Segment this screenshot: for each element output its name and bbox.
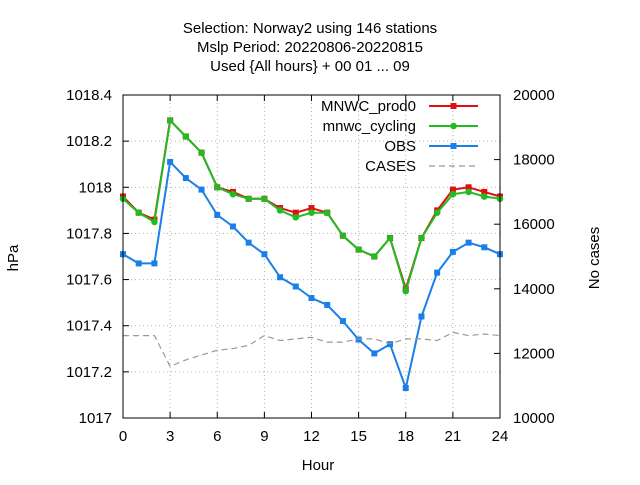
series-obs [120,158,503,392]
data-point [323,209,331,216]
data-point [449,186,456,193]
data-point [292,209,299,216]
x-tick-label: 24 [492,428,509,445]
y2-tick-label: 14000 [513,281,555,298]
data-point [198,149,205,156]
tick-labels: 0 3 6 9 12 15 18 21 24 1017 1017.2 1017.4 1017.6 1017… [66,87,555,445]
legend-marker [450,103,457,109]
data-point [277,274,284,281]
x-tick-label: 21 [445,428,462,445]
data-point [371,253,378,260]
data-point [386,234,394,242]
y2-axis-label: No cases [586,227,603,290]
data-point [308,205,315,212]
data-point [214,211,221,218]
y2-tick-label: 18000 [513,152,555,169]
data-point [449,190,457,198]
data-point [418,234,425,242]
x-tick-label: 0 [119,428,127,445]
data-point [339,232,347,240]
x-tick-label: 12 [303,428,320,445]
x-tick-label: 15 [350,428,367,445]
y-tick-label: 1017.8 [66,225,112,242]
series-cases [123,331,501,367]
title-line-3: Used {All hours} + 00 01 ... 09 [210,58,410,75]
legend-marker [450,143,457,149]
y2-tick-label: 20000 [513,87,555,104]
y-tick-label: 1018 [79,179,112,196]
legend: MNWC_prod0 mnwc_cycling OBS CASES [321,98,478,175]
data-point [276,207,284,214]
data-point [213,183,221,191]
series-line [123,331,501,367]
data-point [339,318,346,325]
y-tick-label: 1017 [79,410,112,427]
data-point [418,313,425,320]
data-point [433,209,441,216]
x-tick-label: 6 [213,428,221,445]
y-axis-label: hPa [5,244,22,271]
legend-marker [450,122,457,130]
x-tick-label: 3 [166,428,174,445]
data-point [402,385,409,392]
data-point [229,223,236,230]
data-point [167,158,174,165]
series-layer [119,117,504,392]
data-point [182,175,189,182]
y-tick-label: 1018.4 [66,87,112,104]
data-point [465,184,472,191]
data-point [480,193,488,200]
legend-label: mnwc_cycling [323,118,416,135]
data-point [229,190,237,198]
y-tick-label: 1017.4 [66,318,112,335]
y-tick-label: 1017.6 [66,272,112,289]
data-point [198,186,205,193]
y2-tick-label: 10000 [513,410,555,427]
data-point [355,336,362,343]
data-point [261,251,268,258]
data-point [245,195,252,203]
data-point [292,213,300,221]
chart-title: Selection: Norway2 using 146 stations Ms… [183,20,437,75]
legend-label: OBS [384,138,416,155]
data-point [355,246,362,253]
data-point [481,244,488,251]
grid-lines [123,95,500,418]
data-point [308,209,315,216]
data-point [166,117,174,124]
y2-tick-label: 16000 [513,216,555,233]
data-point [324,301,331,308]
x-tick-label: 9 [260,428,268,445]
legend-label: CASES [365,158,416,175]
data-point [402,287,410,295]
data-point [245,239,252,246]
y-tick-label: 1017.2 [66,364,112,381]
y-tick-label: 1018.2 [66,133,112,150]
data-point [182,133,190,140]
axes [122,94,501,419]
data-point [261,195,268,203]
data-point [151,260,158,267]
data-point [449,248,456,255]
data-point [292,283,299,290]
title-line-1: Selection: Norway2 using 146 stations [183,20,437,37]
data-point [371,350,378,357]
title-line-2: Mslp Period: 20220806-20220815 [197,39,423,56]
y2-tick-label: 12000 [513,345,555,362]
x-tick-label: 18 [397,428,414,445]
data-point [465,239,472,246]
data-point [465,188,472,196]
x-axis-label: Hour [302,457,335,474]
data-point [135,260,142,267]
data-point [481,188,488,195]
data-point [308,295,315,302]
data-point [135,209,143,216]
data-point [151,218,158,226]
legend-label: MNWC_prod0 [321,98,416,115]
series-mnwc-cycling [119,117,504,295]
data-point [434,269,441,276]
